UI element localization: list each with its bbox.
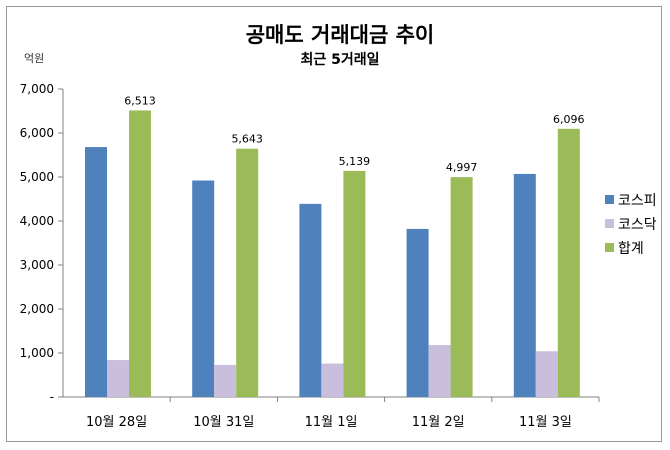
y-tick-label: 2,000 <box>20 302 54 316</box>
bar-코스닥 <box>321 363 344 397</box>
bar-합계 <box>343 170 366 397</box>
y-axis-unit: 억원 <box>24 52 44 65</box>
bar-합계 <box>236 148 259 397</box>
bar-코스피 <box>513 173 536 397</box>
bar-합계 <box>129 110 151 397</box>
legend-swatch-코스피 <box>605 195 614 204</box>
chart-title: 공매도 거래대금 추이 <box>246 23 435 47</box>
bar-코스피 <box>85 147 107 397</box>
x-tick-label: 10월 28일 <box>86 415 147 430</box>
y-tick-label: 4,000 <box>20 214 54 228</box>
y-tick-label: 1,000 <box>20 346 54 360</box>
legend-label: 코스피 <box>618 193 657 209</box>
bar-코스피 <box>406 228 429 397</box>
x-tick-label: 11월 3일 <box>519 415 572 430</box>
data-label: 6,096 <box>553 113 585 126</box>
legend-swatch-코스닥 <box>605 219 614 228</box>
bar-코스닥 <box>428 345 451 397</box>
legend-swatch-합계 <box>605 243 614 252</box>
plot-area: - 1,000 2,000 3,000 4,000 5,000 6,000 7,000 6,51… <box>20 82 600 430</box>
y-tick-label: 5,000 <box>20 170 54 184</box>
y-tick-label: - <box>50 390 54 404</box>
data-label: 4,997 <box>446 161 478 174</box>
legend-label: 합계 <box>618 241 644 257</box>
bar-코스닥 <box>535 351 558 397</box>
bar-코스닥 <box>107 360 129 397</box>
x-tick-label: 10월 31일 <box>193 415 254 430</box>
bar-합계 <box>450 177 473 397</box>
bar-코스닥 <box>214 364 237 397</box>
legend-label: 코스닥 <box>618 217 657 233</box>
y-tick-label: 6,000 <box>20 126 54 140</box>
bar-합계 <box>557 128 580 397</box>
x-tick-label: 11월 2일 <box>412 415 465 430</box>
data-label: 5,139 <box>339 155 371 168</box>
y-tick-label: 3,000 <box>20 258 54 272</box>
data-label: 6,513 <box>124 94 156 107</box>
chart-subtitle: 최근 5거래일 <box>300 52 379 68</box>
y-tick-label: 7,000 <box>20 82 54 96</box>
bar-코스피 <box>192 180 215 397</box>
data-label: 5,643 <box>231 133 263 146</box>
x-tick-label: 11월 1일 <box>305 415 358 430</box>
bar-코스피 <box>299 203 322 397</box>
